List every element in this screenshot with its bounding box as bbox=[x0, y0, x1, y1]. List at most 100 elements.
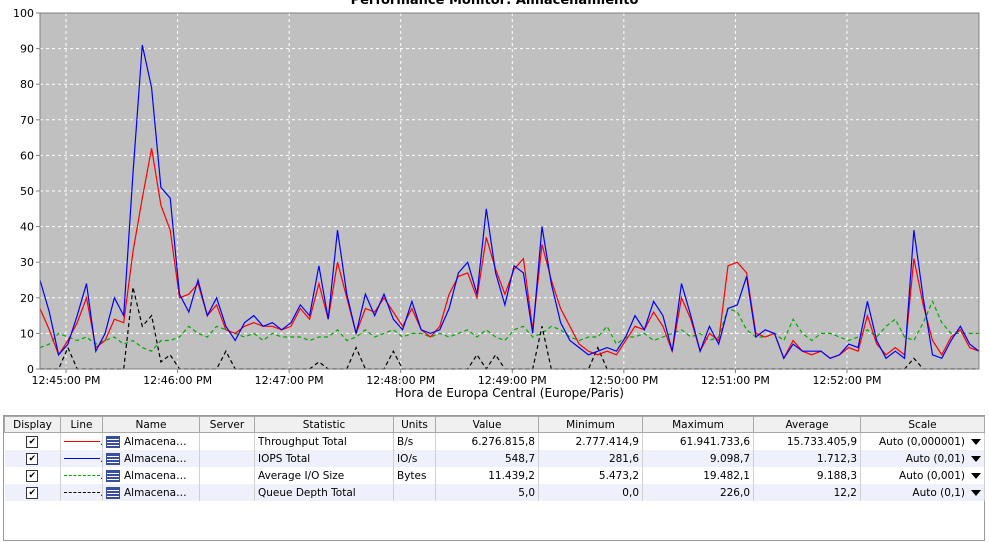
column-header-line[interactable]: Line bbox=[60, 416, 103, 433]
y-tick-label: 10 bbox=[20, 327, 34, 340]
column-header-name[interactable]: Name bbox=[102, 416, 200, 433]
line-cell bbox=[60, 450, 103, 467]
minimum-cell: 0,0 bbox=[538, 484, 643, 501]
value-cell: 548,7 bbox=[435, 450, 539, 467]
y-tick-label: 20 bbox=[20, 292, 34, 305]
statistics-table: Display Line Name Server Statistic Units… bbox=[3, 415, 985, 541]
scale-cell[interactable]: Auto (0,1) bbox=[860, 484, 985, 501]
display-cell[interactable]: ✔ bbox=[4, 467, 61, 484]
column-header-maximum[interactable]: Maximum bbox=[642, 416, 754, 433]
table-row[interactable]: ✔ Almacenamie... Queue Depth Total 5,0 0,0 22… bbox=[4, 484, 985, 501]
line-cell bbox=[60, 432, 103, 450]
column-header-value[interactable]: Value bbox=[435, 416, 539, 433]
y-tick-label: 70 bbox=[20, 114, 34, 127]
y-tick-label: 30 bbox=[20, 256, 34, 269]
storage-icon bbox=[106, 469, 120, 482]
average-cell: 12,2 bbox=[753, 484, 861, 501]
line-style-swatch bbox=[64, 475, 100, 476]
line-style-swatch bbox=[64, 458, 100, 459]
maximum-cell: 226,0 bbox=[642, 484, 754, 501]
statistic-cell: IOPS Total bbox=[254, 450, 394, 467]
line-style-swatch bbox=[64, 492, 100, 493]
column-header-units[interactable]: Units bbox=[393, 416, 436, 433]
column-header-display[interactable]: Display bbox=[4, 416, 61, 433]
name-cell: Almacenamie... bbox=[102, 450, 200, 467]
statistic-cell: Average I/O Size bbox=[254, 467, 394, 484]
units-cell bbox=[393, 484, 436, 501]
table-row[interactable]: ✔ Almacenamie... Throughput Total B/s 6.276.… bbox=[4, 432, 985, 450]
scale-value[interactable]: Auto (0,001) bbox=[899, 469, 965, 482]
server-cell bbox=[199, 450, 255, 467]
name-text: Almacenamie... bbox=[124, 486, 200, 499]
scale-cell[interactable]: Auto (0,01) bbox=[860, 450, 985, 467]
y-tick-label: 0 bbox=[27, 363, 34, 376]
y-tick-label: 40 bbox=[20, 221, 34, 234]
series-line-iops-total bbox=[39, 44, 980, 360]
display-checkbox[interactable]: ✔ bbox=[26, 453, 39, 465]
x-axis-label: Hora de Europa Central (Europe/Paris) bbox=[395, 386, 624, 400]
table-row[interactable]: ✔ Almacenamie... Average I/O Size Bytes 11.4… bbox=[4, 467, 985, 484]
units-cell: B/s bbox=[393, 432, 436, 450]
name-text: Almacenamie... bbox=[124, 452, 200, 465]
display-cell[interactable]: ✔ bbox=[4, 484, 61, 501]
column-header-statistic[interactable]: Statistic bbox=[254, 416, 394, 433]
x-tick-label: 12:50:00 PM bbox=[589, 374, 658, 387]
y-tick-label: 60 bbox=[20, 149, 34, 162]
average-cell: 9.188,3 bbox=[753, 467, 861, 484]
y-tick-label: 100 bbox=[13, 7, 34, 20]
name-text: Almacenamie... bbox=[124, 435, 200, 448]
minimum-cell: 2.777.414,9 bbox=[538, 432, 643, 450]
maximum-cell: 9.098,7 bbox=[642, 450, 754, 467]
y-tick-label: 80 bbox=[20, 78, 34, 91]
statistic-cell: Queue Depth Total bbox=[254, 484, 394, 501]
y-tick-label: 50 bbox=[20, 185, 34, 198]
value-cell: 5,0 bbox=[435, 484, 539, 501]
chart-title: Performance Monitor: Almacenamiento bbox=[350, 0, 639, 8]
server-cell bbox=[199, 484, 255, 501]
dropdown-arrow-icon[interactable] bbox=[971, 489, 981, 496]
minimum-cell: 281,6 bbox=[538, 450, 643, 467]
minimum-cell: 5.473,2 bbox=[538, 467, 643, 484]
display-checkbox[interactable]: ✔ bbox=[26, 436, 39, 448]
dropdown-arrow-icon[interactable] bbox=[971, 455, 981, 462]
name-cell: Almacenamie... bbox=[102, 467, 200, 484]
display-checkbox[interactable]: ✔ bbox=[26, 470, 39, 482]
average-cell: 1.712,3 bbox=[753, 450, 861, 467]
series-line-average-i-o-size bbox=[39, 299, 979, 352]
x-tick-label: 12:45:00 PM bbox=[32, 374, 101, 387]
name-cell: Almacenamie... bbox=[102, 484, 200, 501]
storage-icon bbox=[106, 486, 120, 499]
display-cell[interactable]: ✔ bbox=[4, 432, 61, 450]
column-header-minimum[interactable]: Minimum bbox=[538, 416, 643, 433]
scale-cell[interactable]: Auto (0,001) bbox=[860, 467, 985, 484]
table-header-row: Display Line Name Server Statistic Units… bbox=[4, 416, 985, 433]
server-cell bbox=[199, 432, 255, 450]
y-tick-label: 90 bbox=[20, 43, 34, 56]
x-tick-label: 12:46:00 PM bbox=[143, 374, 212, 387]
name-text: Almacenamie... bbox=[124, 469, 200, 482]
scale-cell[interactable]: Auto (0,000001) bbox=[860, 432, 985, 450]
maximum-cell: 61.941.733,6 bbox=[642, 432, 754, 450]
units-cell: IO/s bbox=[393, 450, 436, 467]
storage-icon bbox=[106, 435, 120, 448]
statistic-cell: Throughput Total bbox=[254, 432, 394, 450]
scale-value[interactable]: Auto (0,01) bbox=[905, 452, 965, 465]
line-style-swatch bbox=[64, 441, 100, 442]
table-row[interactable]: ✔ Almacenamie... IOPS Total IO/s 548,7 281,6 9… bbox=[4, 450, 985, 467]
x-tick-label: 12:47:00 PM bbox=[255, 374, 324, 387]
chart-plot: 0 10 20 30 40 50 60 70 80 90 100 12:45:00 PM 12:46:… bbox=[13, 7, 980, 387]
line-cell bbox=[60, 484, 103, 501]
scale-value[interactable]: Auto (0,1) bbox=[912, 486, 965, 499]
dropdown-arrow-icon[interactable] bbox=[971, 438, 981, 445]
column-header-average[interactable]: Average bbox=[753, 416, 861, 433]
storage-icon bbox=[106, 452, 120, 465]
units-cell: Bytes bbox=[393, 467, 436, 484]
column-header-scale[interactable]: Scale bbox=[860, 416, 985, 433]
display-cell[interactable]: ✔ bbox=[4, 450, 61, 467]
column-header-server[interactable]: Server bbox=[199, 416, 255, 433]
dropdown-arrow-icon[interactable] bbox=[971, 472, 981, 479]
line-cell bbox=[60, 467, 103, 484]
average-cell: 15.733.405,9 bbox=[753, 432, 861, 450]
scale-value[interactable]: Auto (0,000001) bbox=[878, 435, 965, 448]
display-checkbox[interactable]: ✔ bbox=[26, 487, 39, 499]
